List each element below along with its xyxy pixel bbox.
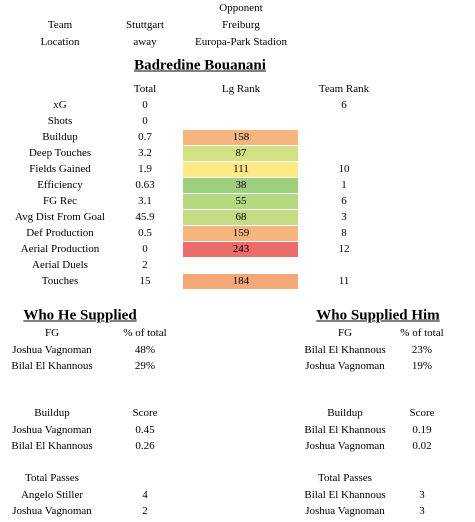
rank-cell: [183, 145, 298, 161]
value: 2: [142, 505, 148, 517]
team-rank-value: 8: [341, 227, 347, 239]
section-title: Who He Supplied: [23, 307, 137, 324]
lg-rank-value: 68: [235, 211, 247, 223]
value: 0.19: [412, 424, 432, 436]
team-rank-value: 10: [338, 163, 350, 175]
row-label: Touches: [41, 275, 79, 287]
column-header: FG: [44, 327, 60, 339]
row-label: Aerial Duels: [32, 259, 88, 271]
lg-rank-value: 87: [235, 147, 247, 159]
column-header: Total: [133, 83, 157, 95]
total-value: 0.7: [138, 131, 152, 143]
team-value: Stuttgart: [126, 19, 164, 31]
player: Joshua Vagnoman: [12, 424, 92, 436]
rank-cell: [183, 209, 298, 225]
player: Bilal El Khannous: [304, 344, 386, 356]
column-header: Score: [409, 407, 435, 419]
total-value: 0: [142, 243, 148, 255]
team-rank-value: 1: [341, 179, 347, 191]
player: Angelo Stiller: [20, 489, 84, 501]
player: Joshua Vagnoman: [12, 344, 92, 356]
total-value: 0.5: [138, 227, 152, 239]
rank-cell: [183, 193, 298, 209]
row-label: Efficiency: [37, 179, 83, 191]
rank-cell: [183, 177, 298, 193]
total-value: 3.2: [138, 147, 152, 159]
rank-cell: [183, 225, 298, 241]
column-header: Team Rank: [318, 83, 370, 95]
lg-rank-value: 184: [232, 275, 250, 287]
column-header: Score: [132, 407, 158, 419]
value: 29%: [134, 360, 156, 372]
player: Joshua Vagnoman: [305, 505, 385, 517]
team-rank-value: 3: [341, 211, 347, 223]
rank-cell: [183, 241, 298, 257]
value: 3: [419, 505, 425, 517]
value: 4: [142, 489, 148, 501]
row-label: Team: [47, 19, 73, 31]
value: 19%: [411, 360, 433, 372]
row-label: Aerial Production: [20, 243, 100, 255]
lg-rank-value: 38: [235, 179, 247, 191]
row-label: Location: [40, 36, 80, 48]
player: Joshua Vagnoman: [305, 440, 385, 452]
value: 3: [419, 489, 425, 501]
total-value: 2: [142, 259, 148, 271]
total-value: 0.63: [135, 179, 155, 191]
column-header: % of total: [123, 327, 167, 339]
row-label: xG: [53, 99, 67, 111]
section-title: Who Supplied Him: [316, 307, 440, 324]
column-header: Lg Rank: [221, 83, 261, 95]
total-value: 1.9: [138, 163, 152, 175]
rank-cell: [183, 273, 298, 289]
total-value: 0: [142, 99, 148, 111]
value: 0.45: [135, 424, 155, 436]
value: 23%: [411, 344, 433, 356]
column-header: % of total: [400, 327, 444, 339]
column-header: Buildup: [327, 407, 363, 419]
column-header: Total Passes: [25, 472, 79, 484]
opponent-value: Freiburg: [222, 19, 260, 31]
lg-rank-value: 111: [233, 163, 249, 175]
lg-rank-value: 158: [232, 131, 250, 143]
total-value: 45.9: [135, 211, 155, 223]
team-rank-value: 12: [338, 243, 350, 255]
value: 0.02: [412, 440, 432, 452]
total-value: 0: [142, 115, 148, 127]
lg-rank-value: 55: [235, 195, 247, 207]
rank-cell: [183, 161, 298, 177]
value: 0.26: [135, 440, 155, 452]
value: 48%: [134, 344, 156, 356]
row-label: Avg Dist From Goal: [15, 211, 105, 223]
player: Joshua Vagnoman: [305, 360, 385, 372]
row-label: Def Production: [26, 227, 94, 239]
team-rank-value: 6: [341, 195, 347, 207]
column-header: Buildup: [34, 407, 70, 419]
total-value: 3.1: [138, 195, 152, 207]
column-header: Total Passes: [318, 472, 372, 484]
row-label: FG Rec: [43, 195, 77, 207]
player: Bilal El Khannous: [304, 424, 386, 436]
player-name: Badredine Bouanani: [134, 57, 266, 74]
row-label: Buildup: [42, 131, 78, 143]
column-header: FG: [337, 327, 353, 339]
opponent-value: Europa-Park Stadion: [195, 36, 287, 48]
team-value: away: [133, 36, 157, 48]
rank-cell: [183, 129, 298, 145]
lg-rank-value: 243: [232, 243, 250, 255]
row-label: Fields Gained: [29, 163, 91, 175]
player: Bilal El Khannous: [11, 440, 93, 452]
player: Bilal El Khannous: [304, 489, 386, 501]
player: Bilal El Khannous: [11, 360, 93, 372]
team-rank-value: 11: [338, 275, 350, 287]
row-label: Deep Touches: [28, 147, 92, 159]
team-rank-value: 6: [341, 99, 347, 111]
lg-rank-value: 159: [232, 227, 250, 239]
row-label: Shots: [47, 115, 73, 127]
player: Joshua Vagnoman: [12, 505, 92, 517]
total-value: 15: [139, 275, 151, 287]
column-header: Opponent: [219, 2, 263, 14]
